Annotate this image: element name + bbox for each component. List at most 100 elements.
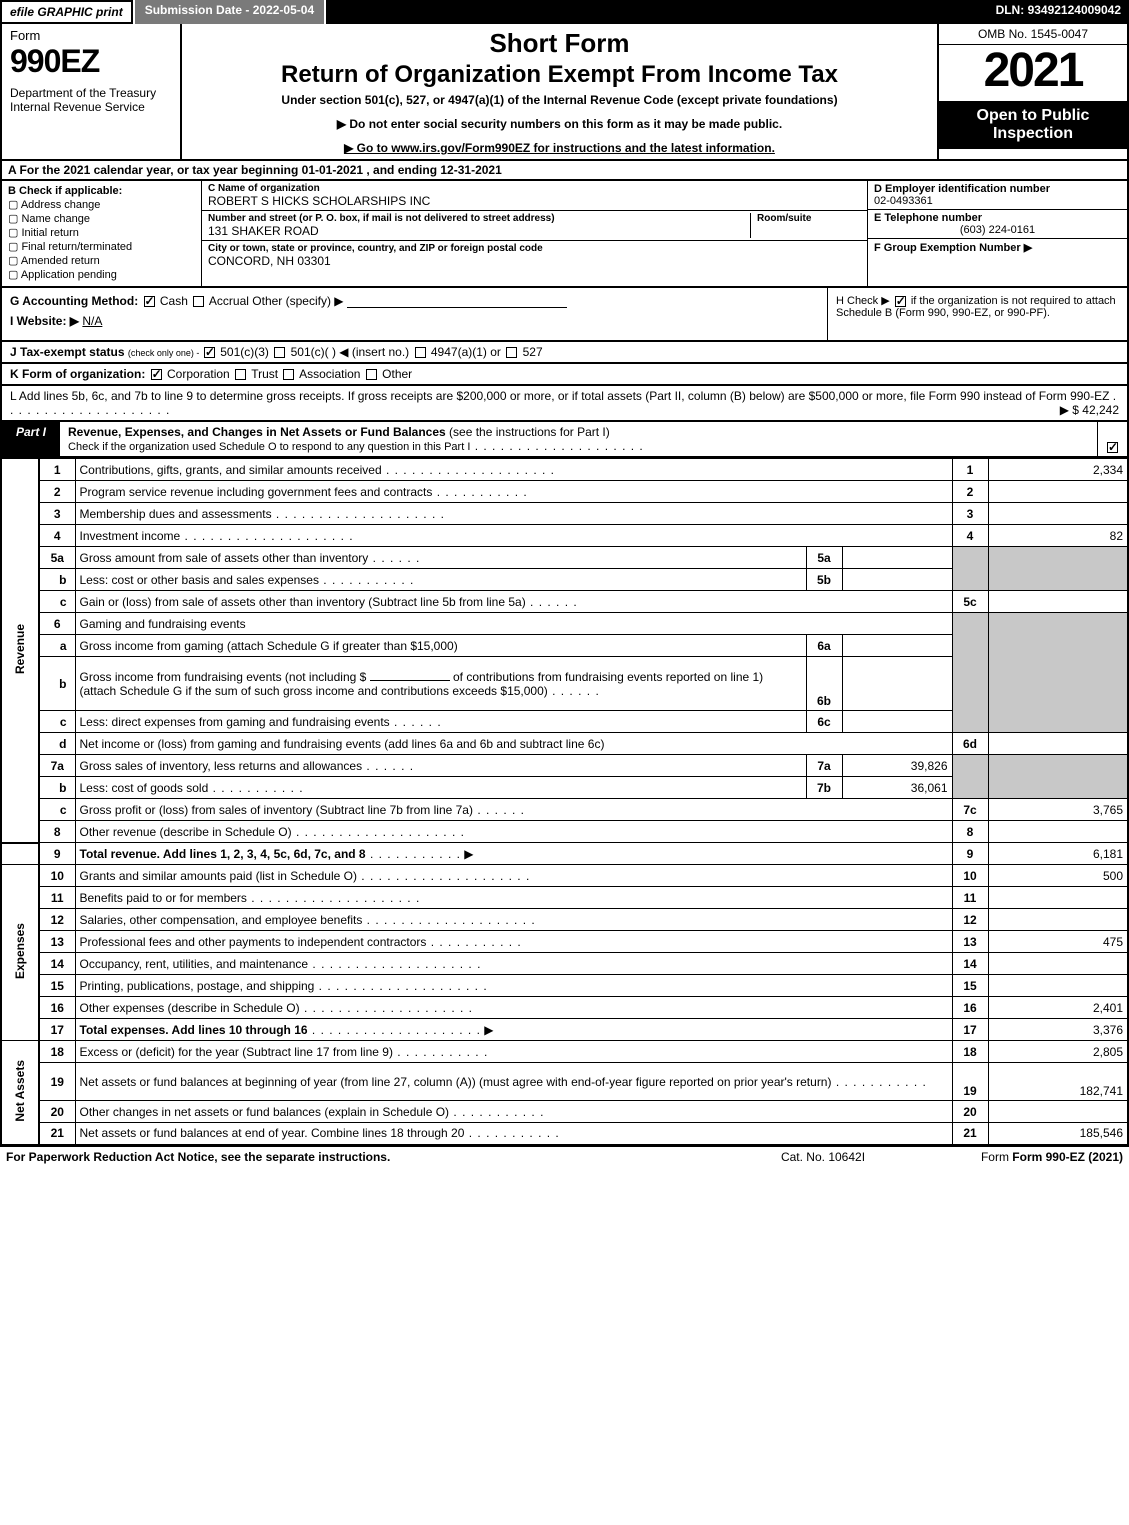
col-b-checkboxes: B Check if applicable: Address change Na… (2, 181, 202, 286)
part-i-sub: Check if the organization used Schedule … (68, 441, 470, 453)
line-2-desc: Program service revenue including govern… (75, 481, 952, 503)
line-16-num: 16 (39, 997, 75, 1019)
dots (449, 1105, 544, 1119)
line-3-rnum: 3 (952, 503, 988, 525)
goto-text[interactable]: ▶ Go to www.irs.gov/Form990EZ for instru… (344, 141, 775, 155)
chk-cash[interactable] (144, 296, 155, 307)
line-10-desc: Grants and similar amounts paid (list in… (75, 865, 952, 887)
line-6b-num: b (39, 657, 75, 711)
line-17-num: 17 (39, 1019, 75, 1041)
header-right: OMB No. 1545-0047 2021 Open to Public In… (937, 24, 1127, 159)
block-b-through-f: B Check if applicable: Address change Na… (0, 181, 1129, 288)
line-17-desc: Total expenses. Add lines 10 through 16 … (75, 1019, 952, 1041)
line-5b-mv (842, 569, 952, 591)
line-13-desc: Professional fees and other payments to … (75, 931, 952, 953)
line-13-rnum: 13 (952, 931, 988, 953)
line-19-num: 19 (39, 1063, 75, 1101)
line-19-rnum: 19 (952, 1063, 988, 1101)
line-2-rnum: 2 (952, 481, 988, 503)
line-19-val: 182,741 (988, 1063, 1128, 1101)
line-20-num: 20 (39, 1101, 75, 1123)
opt-527: 527 (523, 345, 543, 359)
chk-sched-o[interactable] (1107, 442, 1118, 453)
line-21-num: 21 (39, 1123, 75, 1145)
line-18-val: 2,805 (988, 1041, 1128, 1063)
line-9-rnum: 9 (952, 843, 988, 865)
line-7b-mv: 36,061 (842, 777, 952, 799)
chk-accrual[interactable] (193, 296, 204, 307)
chk-amended-return[interactable]: Amended return (8, 254, 195, 267)
return-title: Return of Organization Exempt From Incom… (192, 61, 927, 89)
g-left: G Accounting Method: Cash Accrual Other … (2, 288, 827, 340)
l7b-text: Less: cost of goods sold (80, 781, 209, 795)
dots (208, 781, 303, 795)
dots (390, 715, 442, 729)
dots (393, 1045, 488, 1059)
l6b-blank[interactable] (370, 680, 450, 681)
l4-text: Investment income (80, 529, 181, 543)
chk-final-return[interactable]: Final return/terminated (8, 240, 195, 253)
line-3-val (988, 503, 1128, 525)
row-a-tax-year: A For the 2021 calendar year, or tax yea… (0, 161, 1129, 181)
street-label: Number and street (or P. O. box, if mail… (208, 213, 744, 224)
header-left: Form 990EZ Department of the Treasury In… (2, 24, 182, 159)
l2-text: Program service revenue including govern… (80, 485, 433, 499)
chk-other-org[interactable] (366, 369, 377, 380)
chk-501c[interactable] (274, 347, 285, 358)
phone-value: (603) 224-0161 (874, 224, 1121, 236)
line-6b-desc: Gross income from fundraising events (no… (75, 657, 806, 711)
chk-application-pending[interactable]: Application pending (8, 268, 195, 281)
chk-name-change[interactable]: Name change (8, 212, 195, 225)
shade-5ab (952, 547, 988, 591)
h-schedule-b: H Check ▶ if the organization is not req… (827, 288, 1127, 340)
c-street-row: Number and street (or P. O. box, if mail… (202, 211, 867, 241)
chk-initial-return[interactable]: Initial return (8, 226, 195, 239)
line-20-val (988, 1101, 1128, 1123)
other-blank[interactable] (347, 307, 567, 308)
line-10-rnum: 10 (952, 865, 988, 887)
chk-assoc[interactable] (283, 369, 294, 380)
top-bar: efile GRAPHIC print Submission Date - 20… (0, 0, 1129, 24)
chk-trust[interactable] (235, 369, 246, 380)
d-ein-row: D Employer identification number 02-0493… (868, 181, 1127, 210)
line-18-desc: Excess or (deficit) for the year (Subtra… (75, 1041, 952, 1063)
line-5a-num: 5a (39, 547, 75, 569)
line-8-val (988, 821, 1128, 843)
col-c-org-info: C Name of organization ROBERT S HICKS SC… (202, 181, 867, 286)
l5b-text: Less: cost or other basis and sales expe… (80, 573, 319, 587)
dots (292, 825, 465, 839)
part-i-table: Revenue 1 Contributions, gifts, grants, … (0, 458, 1129, 1146)
opt-assoc: Association (299, 367, 360, 381)
chk-corp[interactable] (151, 369, 162, 380)
line-5c-desc: Gain or (loss) from sale of assets other… (75, 591, 952, 613)
graphic-print: GRAPHIC print (37, 5, 122, 19)
line-7c-val: 3,765 (988, 799, 1128, 821)
side-expenses: Expenses (1, 865, 39, 1041)
chk-501c3[interactable] (204, 347, 215, 358)
line-4-rnum: 4 (952, 525, 988, 547)
l17-text: Total expenses. Add lines 10 through 16 (80, 1023, 308, 1037)
l7c-text: Gross profit or (loss) from sales of inv… (80, 803, 473, 817)
line-6d-val (988, 733, 1128, 755)
chk-h[interactable] (895, 296, 906, 307)
line-15-desc: Printing, publications, postage, and shi… (75, 975, 952, 997)
l6d-text: Net income or (loss) from gaming and fun… (80, 737, 605, 751)
form-header: Form 990EZ Department of the Treasury In… (0, 24, 1129, 161)
chk-address-change[interactable]: Address change (8, 198, 195, 211)
line-2-val (988, 481, 1128, 503)
efile-text: efile (10, 5, 34, 19)
e-phone-row: E Telephone number (603) 224-0161 (868, 210, 1127, 239)
chk-4947[interactable] (415, 347, 426, 358)
i-website: I Website: ▶ N/A (10, 314, 819, 328)
side-revenue: Revenue (1, 459, 39, 843)
row-g-h-i: G Accounting Method: Cash Accrual Other … (0, 288, 1129, 342)
line-8-desc: Other revenue (describe in Schedule O) (75, 821, 952, 843)
l16-text: Other expenses (describe in Schedule O) (80, 1001, 300, 1015)
col-d-e-f: D Employer identification number 02-0493… (867, 181, 1127, 286)
line-12-desc: Salaries, other compensation, and employ… (75, 909, 952, 931)
chk-527[interactable] (506, 347, 517, 358)
line-14-num: 14 (39, 953, 75, 975)
line-7c-num: c (39, 799, 75, 821)
footer-form: Form 990-EZ (2021) (1012, 1150, 1123, 1164)
line-19-desc: Net assets or fund balances at beginning… (75, 1063, 952, 1101)
